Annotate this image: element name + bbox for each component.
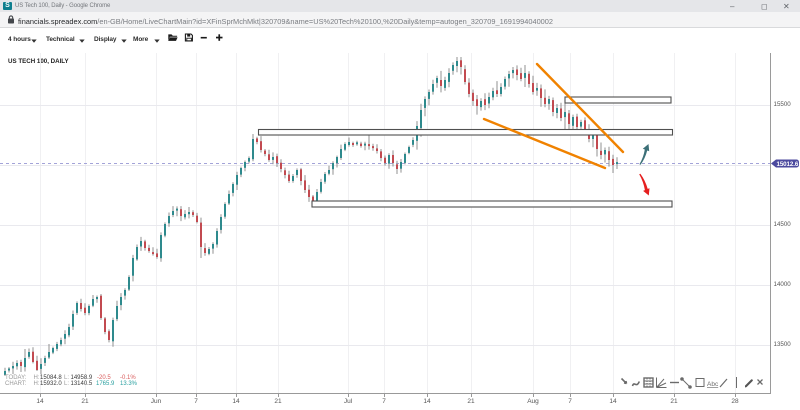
svg-text:Abc: Abc <box>707 381 719 388</box>
svg-text:15012.6: 15012.6 <box>777 161 799 168</box>
